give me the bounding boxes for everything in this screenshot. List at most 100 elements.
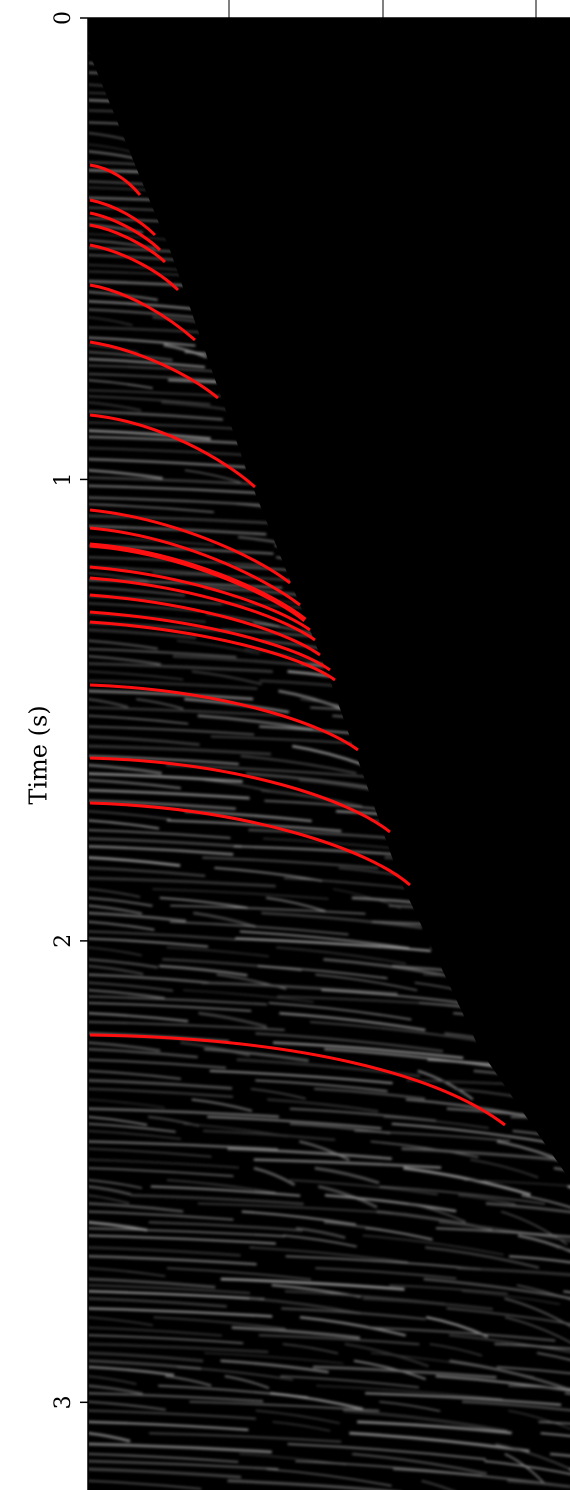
trace-streak — [289, 1179, 438, 1195]
trace-streak — [429, 1343, 483, 1357]
trace-streak — [214, 867, 323, 882]
trace-streak — [538, 1421, 570, 1438]
trace-streak — [495, 1442, 570, 1478]
y-tick-label: 0 — [51, 11, 76, 25]
trace-streak — [352, 1452, 487, 1475]
trace-streak — [266, 897, 326, 912]
trace-streak — [406, 1079, 570, 1090]
trace-streak — [88, 829, 231, 839]
trace-streak — [88, 514, 285, 525]
trace-streak — [389, 1284, 508, 1295]
trace-streak — [368, 1326, 556, 1342]
trace-streak — [517, 1234, 570, 1256]
trace-streak — [177, 640, 260, 655]
trace-streak — [88, 1234, 276, 1245]
trace-streak — [425, 1246, 540, 1269]
trace-streak — [153, 1316, 286, 1330]
trace-streak — [261, 911, 423, 929]
trace-streak — [353, 1359, 426, 1380]
trace-streak — [169, 921, 349, 936]
trace-streak — [88, 1453, 239, 1463]
trace-streak — [321, 989, 474, 1006]
trace-streak — [88, 1107, 279, 1118]
trace-streak — [88, 995, 268, 1006]
trace-streak — [88, 715, 189, 725]
trace-streak — [88, 1148, 212, 1158]
trace-streak — [88, 735, 200, 746]
trace-streak — [88, 1002, 252, 1012]
trace-streak — [88, 937, 209, 948]
trace-streak — [207, 1116, 382, 1130]
trace-streak — [88, 336, 196, 347]
trace-streak — [261, 788, 363, 808]
trace-streak — [496, 1366, 570, 1390]
trace-streak — [253, 1166, 296, 1186]
trace-streak — [88, 1140, 279, 1151]
trace-streak — [88, 725, 255, 736]
trace-streak — [88, 670, 184, 680]
trace-streak — [88, 1480, 202, 1490]
y-tick-label: 1 — [51, 472, 76, 486]
trace-streak — [88, 1210, 234, 1221]
trace-streak — [136, 698, 184, 710]
trace-streak — [317, 1185, 378, 1209]
trace-streak — [88, 856, 181, 867]
trace-streak — [88, 379, 153, 389]
trace-streak — [299, 1140, 350, 1162]
trace-streak — [162, 958, 302, 972]
trace-streak — [365, 1392, 562, 1406]
trace-streak — [549, 1452, 570, 1471]
trace-streak — [88, 1290, 265, 1301]
trace-streak — [220, 1359, 329, 1374]
trace-streak — [323, 958, 450, 978]
trace-streak — [289, 1107, 437, 1122]
horizon — [89, 243, 180, 292]
trace-streak — [462, 1400, 570, 1413]
trace-streak — [204, 1352, 344, 1364]
trace-streak — [241, 1210, 356, 1226]
trace-streak — [88, 1185, 132, 1196]
horizon — [89, 413, 257, 489]
trace-streak — [88, 946, 142, 957]
trace-streak — [88, 503, 214, 513]
trace-streak — [88, 484, 274, 495]
trace-streak — [165, 1375, 212, 1387]
horizon — [89, 526, 301, 607]
trace-streak — [88, 1326, 223, 1337]
trace-streak — [159, 896, 248, 909]
trace-streak — [88, 648, 237, 658]
trace-streak — [314, 1087, 426, 1100]
trace-streak — [191, 670, 262, 686]
trace-streak — [88, 779, 181, 790]
trace-streak — [299, 1316, 406, 1337]
trace-streak — [267, 1098, 379, 1113]
trace-streak — [224, 1375, 270, 1389]
trace-streak — [407, 1202, 466, 1223]
trace-streak — [88, 866, 206, 878]
trace-streak — [88, 1384, 143, 1395]
trace-streak — [255, 1079, 388, 1092]
trace-streak — [324, 1194, 457, 1213]
trace-streak — [88, 772, 243, 783]
trace-streak — [189, 1401, 380, 1412]
trace-streak — [255, 1410, 340, 1424]
horizon — [89, 542, 307, 622]
trace-streak — [220, 1277, 405, 1291]
trace-streak — [166, 1267, 312, 1280]
horizon — [89, 576, 316, 642]
trace-streak — [315, 1267, 457, 1280]
trace-streak — [88, 308, 198, 319]
trace-streak — [248, 1297, 361, 1315]
trace-streak — [88, 639, 158, 650]
trace-streak — [150, 1185, 301, 1197]
trace-streak — [88, 1307, 273, 1318]
trace-streak — [272, 1041, 464, 1060]
trace-streak — [508, 1384, 570, 1395]
trace-streak — [435, 1227, 570, 1244]
trace-streak — [283, 1234, 357, 1248]
trace-streak — [461, 1290, 561, 1305]
trace-streak — [88, 1246, 241, 1257]
trace-streak — [379, 1185, 545, 1205]
trace-streak — [88, 989, 165, 1000]
trace-streak — [88, 1123, 176, 1133]
